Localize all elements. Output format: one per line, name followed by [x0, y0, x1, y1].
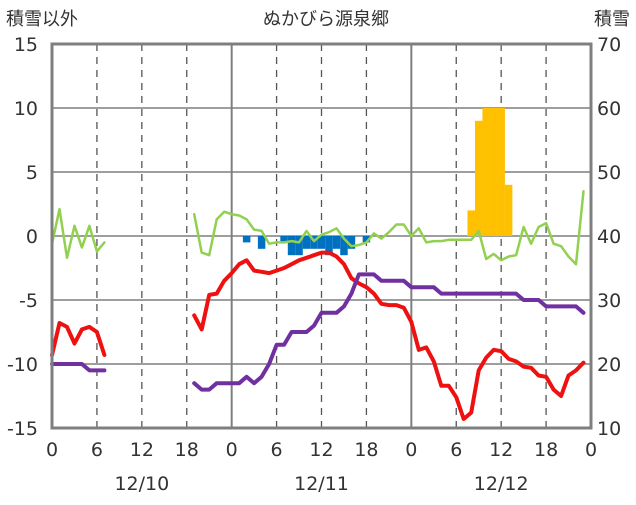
left-tick-label: 0 [26, 226, 38, 248]
right-tick-label: 10 [597, 418, 621, 440]
negative_bars-bar [257, 236, 266, 249]
line-layer [50, 189, 586, 421]
plot-frame [50, 42, 593, 430]
precipitation-bar [467, 210, 475, 236]
left-tick-label: 10 [14, 98, 38, 120]
date-label: 12/11 [294, 473, 349, 495]
left-tick-label: -10 [7, 354, 38, 376]
snow_depth-line [50, 362, 107, 373]
left-axis-label: 積雪以外 [6, 9, 78, 30]
chart-title: ぬかびら源泉郷 [263, 9, 389, 30]
negative_bars-bar [242, 236, 251, 243]
left-tick-label: -15 [7, 418, 38, 440]
negative_bars-bar [347, 236, 356, 249]
snow_depth-line [192, 272, 586, 392]
date-label: 12/10 [114, 473, 169, 495]
left-tick-label: 5 [26, 162, 38, 184]
x-tick-label: 12 [309, 439, 333, 461]
x-tick-label: 18 [354, 439, 378, 461]
right-axis-label: 積雪 [594, 9, 630, 30]
x-tick-label: 0 [405, 439, 417, 461]
wind-line [50, 207, 106, 260]
x-tick-label: 6 [271, 439, 283, 461]
right-tick-label: 40 [597, 226, 621, 248]
temperature-line [50, 321, 107, 357]
x-tick-label: 18 [175, 439, 199, 461]
negative_bars-bar [287, 236, 296, 256]
temperature-line [192, 250, 586, 421]
right-tick-label: 30 [597, 290, 621, 312]
precipitation-bar [497, 108, 505, 236]
x-tick-label: 18 [534, 439, 558, 461]
precipitation-bar [504, 184, 513, 236]
x-tick-label: 12 [489, 439, 513, 461]
negative_bars-bar [310, 236, 318, 249]
x-tick-label: 0 [46, 439, 58, 461]
x-tick-label: 12 [130, 439, 154, 461]
negative_bars-bar [302, 236, 311, 249]
right-tick-label: 20 [597, 354, 621, 376]
negative_bars-bar [295, 236, 303, 256]
negative_bars-bar [325, 236, 333, 256]
bar-layer [242, 108, 513, 256]
precipitation-bar [489, 108, 498, 236]
negative_bars-bar [280, 236, 288, 243]
right-tick-label: 50 [597, 162, 621, 184]
date-label: 12/12 [474, 473, 529, 495]
x-tick-label: 6 [450, 439, 462, 461]
negative_bars-bar [317, 236, 326, 249]
negative_bars-bar [362, 236, 371, 243]
x-tick-label: 0 [585, 439, 597, 461]
left-tick-label: 15 [14, 34, 38, 56]
wind-line [192, 189, 585, 266]
negative_bars-bar [340, 236, 348, 256]
precipitation-bar [482, 108, 490, 236]
left-tick-label: -5 [19, 290, 38, 312]
negative_bars-bar [332, 236, 341, 249]
x-tick-label: 0 [226, 439, 238, 461]
right-tick-label: 70 [597, 34, 621, 56]
x-tick-label: 6 [91, 439, 103, 461]
precipitation-bar [474, 120, 483, 236]
right-tick-label: 60 [597, 98, 621, 120]
